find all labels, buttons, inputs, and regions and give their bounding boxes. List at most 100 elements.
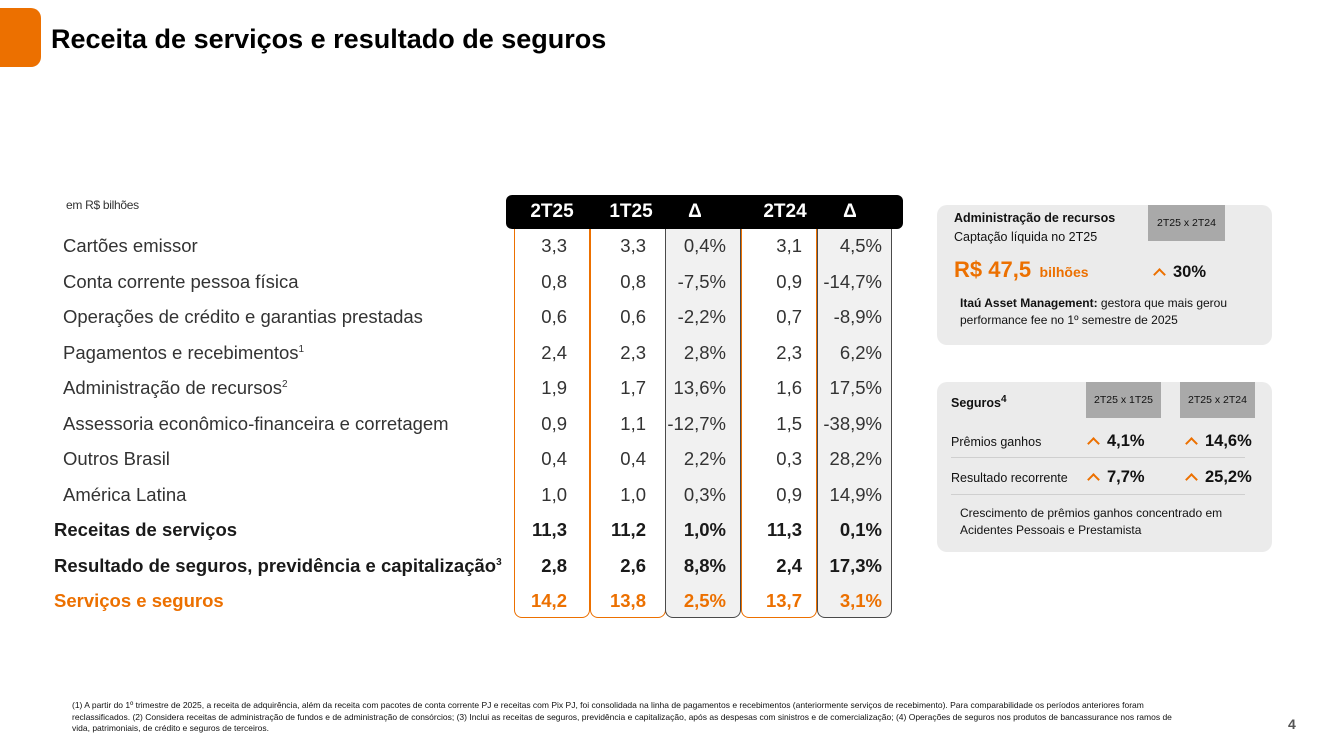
column-header: 2T24 — [763, 201, 807, 222]
table-cell: 4,5% — [839, 235, 882, 256]
table-cell: 3,3 — [541, 235, 567, 256]
column-header: 2T25 — [530, 201, 574, 222]
table-cell: 6,2% — [839, 341, 882, 363]
table-cell: -8,9% — [833, 306, 882, 327]
page-number: 4 — [1288, 716, 1296, 732]
column-header: Δ — [688, 201, 702, 222]
table-cell: 0,3 — [776, 448, 802, 469]
row-label: Administração de recursos2 — [63, 377, 288, 398]
table-cell: -2,2% — [677, 306, 726, 327]
period-chip: 2T25 x 2T24 — [1148, 205, 1225, 241]
table-cell: 2,6 — [620, 554, 646, 576]
premiums-yoy: 14,6% — [1185, 432, 1252, 451]
arrow-up-icon — [1087, 473, 1100, 486]
column-frame-2t25 — [514, 222, 590, 618]
period-chip-qoq: 2T25 x 1T25 — [1086, 382, 1161, 418]
insurance-card-note: Crescimento de prêmios ganhos concentrad… — [960, 506, 1223, 537]
table-cell: 28,2% — [829, 448, 882, 469]
table-cell: 17,3% — [829, 554, 882, 576]
table-cell: 8,8% — [683, 554, 726, 576]
table-cell: 2,8 — [541, 554, 567, 576]
table-cell: 13,6% — [673, 377, 726, 398]
table-cell: 1,0 — [541, 483, 567, 505]
table-header-bar — [506, 195, 903, 229]
table-cell: 0,7 — [776, 306, 802, 327]
column-frame-2t24 — [741, 222, 817, 618]
table-cell: 1,5 — [776, 412, 802, 434]
table-cell: 1,0% — [683, 519, 726, 540]
row-label: Assessoria econômico-financeira e corret… — [63, 412, 449, 434]
table-cell: 3,3 — [620, 235, 646, 256]
divider — [951, 494, 1245, 495]
row-label: Resultado de seguros, previdência e capi… — [54, 554, 502, 576]
table-cell: 11,2 — [611, 519, 646, 540]
table-cell: -38,9% — [823, 412, 882, 434]
row-label: Operações de crédito e garantias prestad… — [63, 306, 423, 327]
period-chip-yoy: 2T25 x 2T24 — [1180, 382, 1255, 418]
asset-card-heading: Administração de recursos — [954, 211, 1116, 225]
table-cell: -7,5% — [677, 270, 726, 292]
table-cell: 1,9 — [541, 377, 567, 398]
table-cell: 0,9 — [541, 412, 567, 434]
table-cell: 1,7 — [620, 377, 646, 398]
recurring-result-qoq: 7,7% — [1087, 468, 1145, 487]
table-cell: 17,5% — [829, 377, 882, 398]
units-label: em R$ bilhões — [66, 198, 139, 212]
brand-accent-bar — [0, 8, 41, 67]
table-cell: 11,3 — [532, 519, 567, 540]
table-cell: 11,3 — [767, 519, 802, 540]
table-cell: -12,7% — [667, 412, 726, 434]
table-cell: 0,4 — [620, 448, 646, 469]
table-cell: 13,7 — [765, 590, 802, 611]
row-label: Serviços e seguros — [54, 590, 224, 611]
asset-card-subheading: Captação líquida no 2T25 — [954, 230, 1098, 244]
insurance-card-heading: Seguros4 — [951, 394, 1007, 411]
row-label: Receitas de serviços — [54, 519, 238, 540]
table-cell: 2,5% — [683, 590, 726, 611]
premiums-qoq: 4,1% — [1087, 432, 1145, 451]
table-cell: 14,2 — [530, 590, 567, 611]
table-cell: 2,4 — [541, 341, 567, 363]
table-cell: 0,9 — [776, 270, 802, 292]
table-cell: 0,3% — [683, 483, 726, 505]
asset-amount: R$ 47,5 — [954, 257, 1032, 282]
table-cell: 3,1% — [839, 590, 882, 611]
table-cell: -14,7% — [823, 270, 882, 292]
asset-amount-unit: bilhões — [1039, 264, 1089, 280]
asset-growth: 30% — [1153, 263, 1206, 282]
table-cell: 0,6 — [541, 306, 567, 327]
table-cell: 2,4 — [776, 554, 802, 576]
table-cell: 0,8 — [620, 270, 646, 292]
table-cell: 0,4% — [683, 235, 726, 256]
table-cell: 3,1 — [776, 235, 802, 256]
asset-amount-group: R$ 47,5 bilhões — [954, 257, 1089, 283]
table-cell: 0,1% — [839, 519, 882, 540]
row-label: América Latina — [63, 483, 187, 505]
table-cell: 2,8% — [683, 341, 726, 363]
divider — [951, 457, 1245, 458]
premiums-label: Prêmios ganhos — [951, 435, 1042, 449]
column-header: Δ — [843, 201, 857, 222]
column-frame-delta-2 — [817, 222, 892, 618]
arrow-up-icon — [1087, 437, 1100, 450]
footnote: (1) A partir do 1º trimestre de 2025, a … — [72, 700, 1172, 734]
row-label: Outros Brasil — [63, 448, 170, 469]
table-cell: 0,9 — [776, 483, 802, 505]
row-label: Cartões emissor — [63, 235, 198, 256]
table-cell: 13,8 — [609, 590, 646, 611]
row-label: Pagamentos e recebimentos1 — [63, 341, 305, 363]
arrow-up-icon — [1185, 473, 1198, 486]
table-cell: 0,6 — [620, 306, 646, 327]
table-cell: 0,8 — [541, 270, 567, 292]
arrow-up-icon — [1185, 437, 1198, 450]
table-cell: 1,0 — [620, 483, 646, 505]
table-cell: 0,4 — [541, 448, 567, 469]
table-cell: 1,1 — [620, 412, 646, 434]
column-frame-delta-1 — [665, 222, 741, 618]
recurring-result-yoy: 25,2% — [1185, 468, 1252, 487]
table-cell: 2,2% — [683, 448, 726, 469]
arrow-up-icon — [1153, 268, 1166, 281]
recurring-result-label: Resultado recorrente — [951, 471, 1068, 485]
asset-card-note: Itaú Asset Management: gestora que mais … — [960, 296, 1228, 327]
table-cell: 2,3 — [620, 341, 646, 363]
